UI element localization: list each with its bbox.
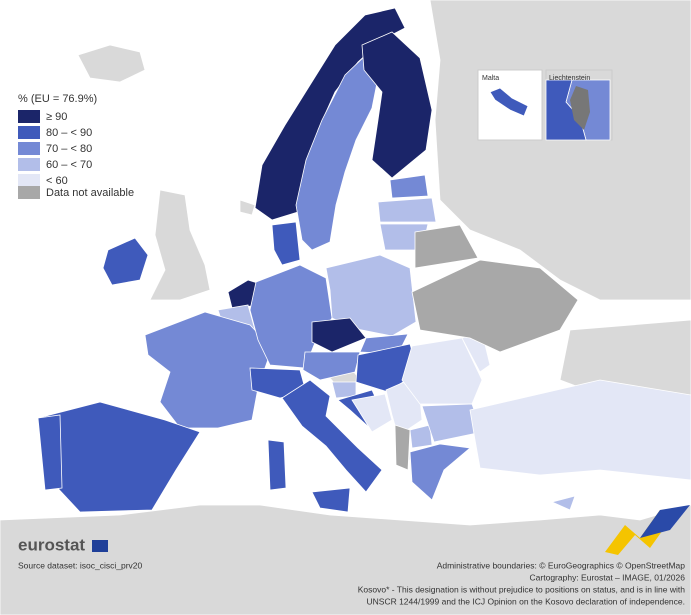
country [394,424,411,471]
country [267,439,287,491]
credit-line: UNSCR 1244/1999 and the ICJ Opinion on t… [367,596,686,606]
credits: Administrative boundaries: © EuroGeograp… [358,560,686,606]
country [414,224,479,269]
inset-label: Malta [482,75,499,82]
country [281,379,383,493]
eu-flag [92,540,108,552]
country [411,259,579,353]
country [469,379,691,481]
country [389,174,429,199]
legend-swatch [18,142,40,155]
country [295,54,379,251]
country [311,487,351,513]
legend-label: ≥ 90 [46,111,67,123]
legend-swatch [18,158,40,171]
legend: % (EU = 76.9%) ≥ 90 80 – < 90 70 – < 80 60 … [18,93,134,199]
country [311,317,367,353]
inset-label: Liechtenstein [549,75,590,82]
logo: eurostat [18,535,85,554]
country [409,443,471,501]
credit-line: Administrative boundaries: © EuroGeograp… [437,560,686,570]
legend-swatch [18,186,40,199]
legend-label: 70 – < 80 [46,143,92,155]
country [361,31,433,179]
inset-region [570,86,590,130]
source: Source dataset: isoc_cisci_prv20 [18,560,143,570]
country [102,237,149,286]
country [302,351,361,381]
legend-swatch [18,126,40,139]
country [409,424,433,449]
decoration [640,505,690,538]
legend-swatch [18,174,40,187]
legend-label: < 60 [46,175,68,187]
legend-label: 80 – < 90 [46,127,92,139]
credit-line: Kosovo* - This designation is without pr… [358,584,686,594]
legend-label: 60 – < 70 [46,159,92,171]
legend-swatch [18,110,40,123]
country [489,87,529,117]
countries [37,7,691,513]
legend-label: Data not available [46,187,134,199]
legend-title: % (EU = 76.9%) [18,93,97,105]
country [271,221,301,266]
country [37,414,63,491]
country [377,197,437,223]
country [351,393,393,433]
credit-line: Cartography: Eurostat – IMAGE, 01/2026 [530,572,686,582]
country [37,401,201,513]
country [550,495,576,511]
country [144,311,273,429]
